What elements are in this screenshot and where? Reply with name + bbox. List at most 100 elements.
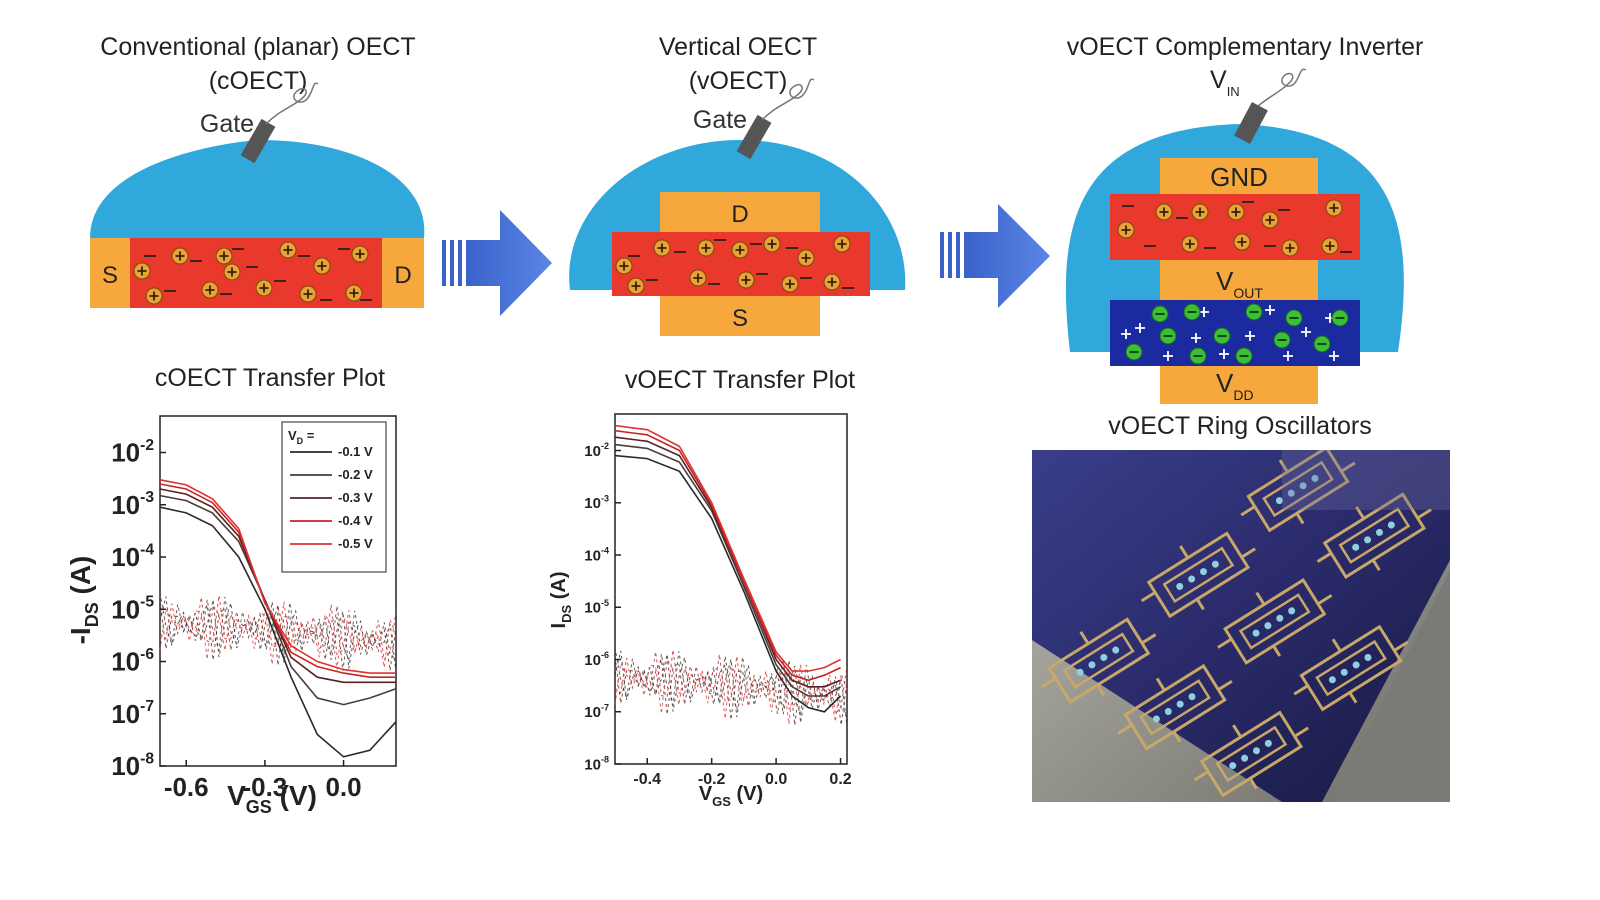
voect-source-contact: [660, 296, 820, 336]
coect-source-contact: [90, 238, 130, 308]
voect-series-line: [614, 424, 841, 672]
coect-gate-electrode: [240, 82, 319, 164]
voect-series: [614, 424, 842, 713]
arrow-right-icon: [442, 210, 552, 316]
coect-legend-label: -0.5 V: [338, 536, 373, 551]
coect-ytick-label: 10-2: [111, 437, 154, 468]
voect-device: D S Gate: [569, 78, 906, 336]
coect-title-line1: Conventional (planar) OECT: [100, 33, 416, 61]
coect-ytick-label: 10-8: [111, 750, 154, 781]
coect-legend: VD = -0.1 V -0.2 V -0.3 V -0.4 V -0.5 V: [281, 421, 387, 573]
coect-ytick-label: 10-4: [111, 541, 154, 572]
coect-xtick-label: -0.3: [242, 772, 287, 802]
voect-dashed-curve: [614, 657, 848, 725]
voect-xtick-label: -0.4: [633, 771, 661, 788]
coect-ytick-label: 10-3: [111, 489, 154, 520]
coect-dashed-curve: [159, 596, 397, 672]
coect-xtick-label: -0.6: [164, 772, 209, 802]
voect-dashed-gate-currents: [614, 647, 848, 726]
coect-series: [159, 479, 397, 758]
photo-title: vOECT Ring Oscillators: [1108, 412, 1372, 440]
coect-title: Conventional (planar) OECT (cOECT): [58, 30, 458, 98]
inverter-gnd-label: GND: [1210, 162, 1268, 192]
voect-gate-electrode: [736, 78, 815, 160]
inverter-n-channel: [1110, 300, 1360, 366]
device-schematics: S D Gate D: [90, 66, 1404, 404]
coect-legend-label: -0.2 V: [338, 467, 373, 482]
coect-dashed-gate-currents: [159, 592, 397, 672]
coect-title-line2: (cOECT): [208, 67, 308, 95]
coect-dashed-curve: [159, 592, 397, 662]
inverter-vdd-label: VDD: [1216, 368, 1254, 403]
voect-dashed-curve: [614, 647, 848, 716]
inverter-vout-contact: [1160, 260, 1318, 300]
coect-dashed-curve: [159, 601, 397, 671]
inverter-gate-electrode: [1234, 68, 1307, 145]
voect-ytick-label: 10-8: [584, 755, 609, 774]
inverter-device: GND VOUT VDD VIN: [1065, 66, 1404, 404]
voect-series-line: [614, 436, 841, 688]
coect-electrolyte: [90, 140, 425, 238]
inverter-gnd-contact: [1160, 158, 1318, 194]
voect-ytick-label: 10-4: [584, 546, 609, 565]
voect-drain-contact: [660, 192, 820, 236]
coect-xtick-label: 0.0: [325, 772, 361, 802]
coect-series-line: [159, 506, 397, 758]
voect-x-ticks: -0.4 -0.2 0.0 0.2: [633, 758, 852, 788]
voect-title-line2: (vOECT): [688, 67, 788, 95]
voect-series-line: [614, 443, 841, 697]
voect-xtick-label: 0.2: [829, 771, 851, 788]
voect-ytick-label: 10-3: [584, 493, 609, 512]
inverter-title-text: vOECT Complementary Inverter: [1066, 33, 1424, 61]
coect-source-label: S: [102, 262, 118, 289]
coect-drain-contact: [382, 238, 424, 308]
coect-legend-label: -0.1 V: [338, 444, 373, 459]
coect-ytick-label: 10-7: [111, 698, 154, 729]
voect-ytick-label: 10-7: [584, 702, 609, 721]
coect-series-line: [159, 483, 396, 678]
coect-device: S D Gate: [90, 82, 425, 308]
voect-title: Vertical OECT (vOECT): [598, 30, 878, 98]
coect-series-line: [159, 494, 397, 706]
voect-dashed-curve: [614, 650, 848, 726]
coect-drain-label: D: [394, 262, 411, 289]
voect-xtick-label: -0.2: [698, 771, 726, 788]
voect-y-ticks: 10-8 10-7 10-6 10-5 10-4 10-3 10-2: [584, 441, 621, 773]
coect-chart: 10-8 10-7 10-6 10-5 10-4 10-3 10-2 -0.6 -0.3 0.0…: [65, 415, 397, 817]
voect-dashed-curve: [614, 649, 848, 716]
coect-y-ticks: 10-8 10-7 10-6 10-5 10-4 10-3 10-2: [111, 437, 166, 781]
coect-ytick-label: 10-5: [111, 594, 154, 625]
voect-title-line1: Vertical OECT: [658, 33, 818, 61]
coect-legend-label: -0.4 V: [338, 513, 373, 528]
photo-highlight: [1282, 450, 1450, 510]
voect-xtick-label: 0.0: [765, 771, 787, 788]
voect-plot-frame: [614, 413, 848, 765]
voect-source-label: S: [732, 305, 748, 332]
coect-xlabel: VGS (V): [227, 780, 317, 817]
coect-series-line: [159, 479, 396, 674]
voect-plot-title: vOECT Transfer Plot: [624, 366, 856, 394]
coect-legend-title: VD =: [288, 428, 315, 446]
voect-series-line: [614, 429, 841, 682]
inverter-vout-label: VOUT: [1216, 266, 1263, 301]
inverter-vdd-contact: [1160, 366, 1318, 404]
voect-drain-label: D: [731, 201, 748, 228]
voect-series-line: [614, 454, 842, 713]
coect-ylabel: -IDS (A): [65, 556, 102, 645]
coect-x-ticks: -0.6 -0.3 0.0: [164, 760, 362, 802]
voect-chart: 10-8 10-7 10-6 10-5 10-4 10-3 10-2 -0.4 -0.2 0.0…: [548, 413, 852, 809]
coect-series-line: [159, 488, 396, 684]
inverter-vin-label: VIN: [1210, 66, 1240, 99]
arrow-right-icon: [940, 204, 1050, 308]
inverter-title: vOECT Complementary Inverter: [1020, 30, 1470, 64]
voect-gate-label: Gate: [693, 106, 747, 134]
wafer: [1032, 450, 1450, 802]
coect-legend-label: -0.3 V: [338, 490, 373, 505]
voect-xlabel: VGS (V): [699, 783, 763, 809]
coect-dashed-curve: [159, 603, 397, 670]
ring-oscillator-photo: [1032, 450, 1450, 802]
coect-gate-label: Gate: [200, 110, 254, 138]
voect-ytick-label: 10-2: [584, 441, 609, 460]
coect-plot-title: cOECT Transfer Plot: [154, 364, 386, 392]
coect-ytick-label: 10-6: [111, 646, 154, 677]
